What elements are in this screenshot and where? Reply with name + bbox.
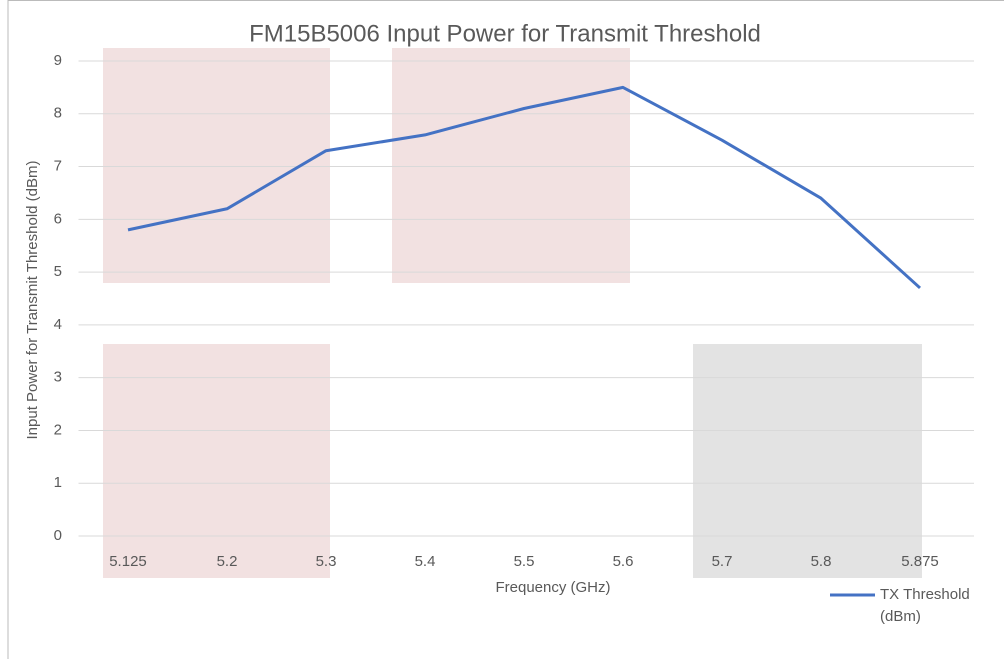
highlight-region (693, 344, 922, 578)
x-tick-label: 5.8 (811, 553, 832, 570)
x-tick-label: 5.2 (217, 553, 238, 570)
y-tick-label: 6 (54, 210, 62, 227)
chart-border (7, 0, 1004, 659)
x-tick-label: 5.3 (316, 553, 337, 570)
y-tick-label: 8 (54, 105, 62, 122)
x-tick-label: 5.875 (901, 553, 939, 570)
x-tick-label: 5.7 (712, 553, 733, 570)
y-tick-label: 7 (54, 158, 62, 175)
x-tick-label: 5.5 (514, 553, 535, 570)
y-tick-label: 4 (54, 316, 62, 333)
y-axis-label: Input Power for Transmit Threshold (dBm) (24, 161, 41, 440)
x-tick-label: 5.125 (109, 553, 147, 570)
y-tick-label: 0 (54, 527, 62, 544)
y-tick-label: 5 (54, 263, 62, 280)
y-tick-label: 1 (54, 474, 62, 491)
highlight-region (103, 48, 330, 283)
highlight-region (392, 48, 630, 283)
x-axis-label: Frequency (GHz) (495, 579, 610, 596)
y-tick-label: 2 (54, 421, 62, 438)
y-tick-label: 9 (54, 52, 62, 69)
x-tick-label: 5.6 (613, 553, 634, 570)
grid (78, 60, 974, 537)
data-line (127, 85, 922, 290)
chart-title: FM15B5006 Input Power for Transmit Thres… (249, 20, 761, 47)
highlight-region (103, 344, 330, 578)
x-tick-label: 5.4 (415, 553, 436, 570)
legend-label: TX Threshold (dBm) (880, 586, 970, 625)
y-tick-label: 3 (54, 369, 62, 386)
